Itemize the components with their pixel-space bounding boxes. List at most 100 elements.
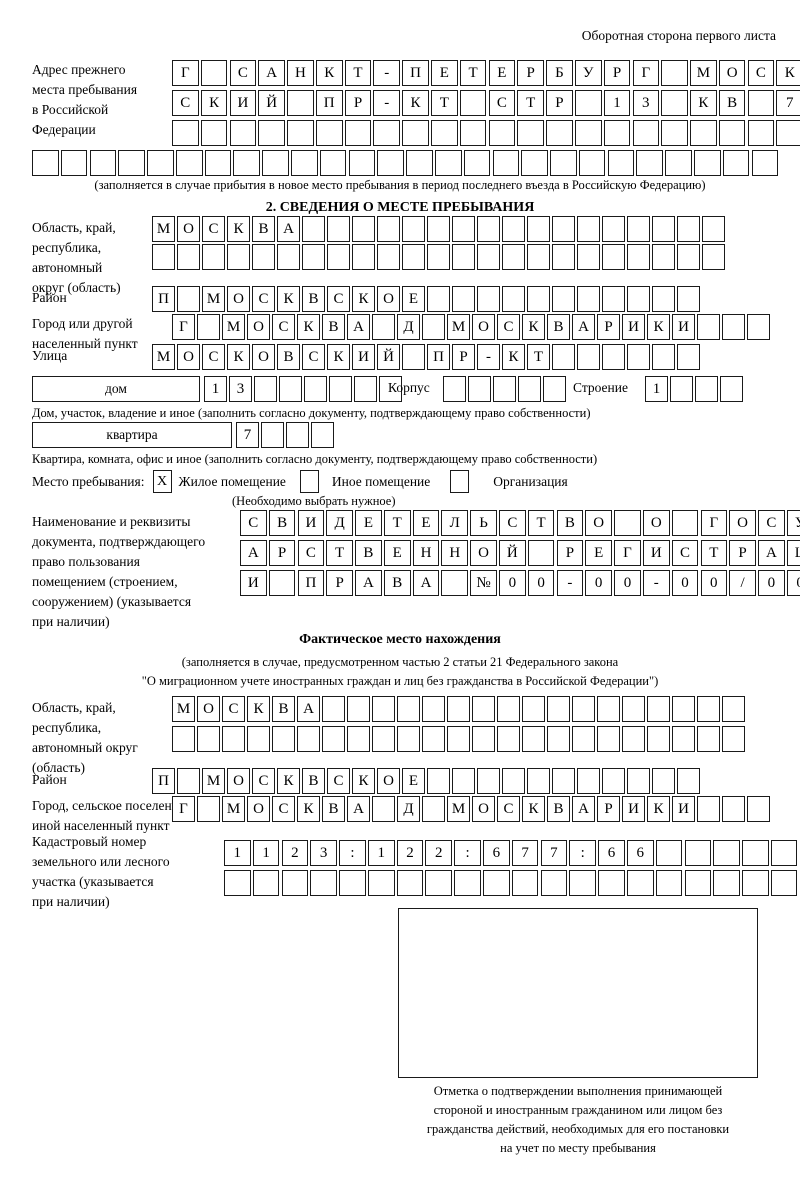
prev-address-row-4[interactable] bbox=[32, 150, 780, 176]
char-cell[interactable] bbox=[373, 120, 401, 146]
char-cell[interactable]: 1 bbox=[204, 376, 227, 402]
char-cell[interactable] bbox=[627, 244, 650, 270]
char-cell[interactable] bbox=[722, 696, 745, 722]
char-cell[interactable]: Т bbox=[517, 90, 544, 116]
char-cell[interactable] bbox=[291, 150, 318, 176]
char-cell[interactable] bbox=[602, 216, 625, 242]
char-cell[interactable]: 0 bbox=[671, 570, 699, 596]
char-cell[interactable]: 2 bbox=[425, 840, 453, 866]
char-cell[interactable]: В bbox=[547, 314, 570, 340]
char-cell[interactable]: Р bbox=[556, 540, 584, 566]
char-cell[interactable]: А bbox=[258, 60, 285, 86]
char-cell[interactable] bbox=[547, 696, 570, 722]
char-cell[interactable]: П bbox=[152, 768, 175, 794]
char-cell[interactable]: Г bbox=[700, 510, 728, 536]
char-cell[interactable] bbox=[247, 726, 270, 752]
char-cell[interactable]: П bbox=[427, 344, 450, 370]
char-cell[interactable] bbox=[227, 244, 250, 270]
char-cell[interactable]: С bbox=[747, 60, 775, 86]
char-cell[interactable] bbox=[546, 120, 573, 146]
char-cell[interactable]: М bbox=[222, 796, 245, 822]
char-cell[interactable] bbox=[722, 796, 745, 822]
char-cell[interactable] bbox=[627, 216, 650, 242]
char-cell[interactable] bbox=[527, 244, 550, 270]
char-cell[interactable] bbox=[377, 216, 400, 242]
char-cell[interactable]: 6 bbox=[483, 840, 510, 866]
char-cell[interactable]: 7 bbox=[236, 422, 259, 448]
char-cell[interactable] bbox=[597, 726, 620, 752]
char-cell[interactable] bbox=[702, 216, 725, 242]
char-cell[interactable]: 7 bbox=[540, 840, 568, 866]
char-cell[interactable]: В bbox=[302, 286, 325, 312]
char-cell[interactable]: Г bbox=[632, 60, 660, 86]
char-cell[interactable]: С bbox=[302, 344, 325, 370]
char-cell[interactable]: Й bbox=[499, 540, 526, 566]
char-cell[interactable]: Е bbox=[402, 768, 425, 794]
char-cell[interactable]: И bbox=[672, 314, 695, 340]
char-cell[interactable]: Е bbox=[585, 540, 612, 566]
char-cell[interactable] bbox=[197, 726, 220, 752]
char-cell[interactable]: 2 bbox=[281, 840, 309, 866]
char-cell[interactable]: В bbox=[355, 540, 382, 566]
char-cell[interactable] bbox=[577, 244, 600, 270]
char-cell[interactable] bbox=[622, 696, 645, 722]
char-cell[interactable]: О bbox=[585, 510, 612, 536]
char-cell[interactable] bbox=[452, 244, 475, 270]
char-cell[interactable]: И bbox=[622, 796, 645, 822]
char-cell[interactable]: Д bbox=[397, 314, 420, 340]
char-cell[interactable]: С bbox=[497, 796, 520, 822]
char-cell[interactable] bbox=[547, 726, 570, 752]
char-cell[interactable] bbox=[463, 150, 491, 176]
char-cell[interactable] bbox=[427, 768, 450, 794]
char-cell[interactable] bbox=[402, 216, 425, 242]
char-cell[interactable] bbox=[447, 726, 470, 752]
char-cell[interactable]: Т bbox=[383, 510, 411, 536]
char-cell[interactable]: Г bbox=[172, 60, 199, 86]
char-cell[interactable]: Г bbox=[172, 314, 195, 340]
char-cell[interactable] bbox=[497, 726, 520, 752]
char-cell[interactable] bbox=[722, 314, 745, 340]
char-cell[interactable]: О bbox=[247, 796, 270, 822]
char-cell[interactable] bbox=[720, 376, 743, 402]
char-cell[interactable] bbox=[459, 90, 487, 116]
char-cell[interactable] bbox=[492, 150, 520, 176]
stroenie-row[interactable]: 1 bbox=[645, 376, 745, 402]
char-cell[interactable] bbox=[647, 696, 670, 722]
char-cell[interactable] bbox=[402, 344, 425, 370]
char-cell[interactable]: Й bbox=[377, 344, 400, 370]
char-cell[interactable]: О bbox=[227, 286, 250, 312]
char-cell[interactable] bbox=[522, 726, 545, 752]
char-cell[interactable] bbox=[684, 870, 712, 896]
char-cell[interactable] bbox=[302, 244, 325, 270]
char-cell[interactable]: К bbox=[402, 90, 429, 116]
char-cell[interactable] bbox=[521, 150, 548, 176]
char-cell[interactable]: Г bbox=[614, 540, 641, 566]
char-cell[interactable]: 0 bbox=[614, 570, 641, 596]
char-cell[interactable] bbox=[147, 150, 174, 176]
char-cell[interactable] bbox=[622, 726, 645, 752]
char-cell[interactable]: 7 bbox=[511, 840, 539, 866]
char-cell[interactable]: 6 bbox=[626, 840, 654, 866]
char-cell[interactable] bbox=[577, 216, 600, 242]
char-cell[interactable]: В bbox=[718, 90, 746, 116]
char-cell[interactable]: Д bbox=[397, 796, 420, 822]
char-cell[interactable]: - bbox=[556, 570, 584, 596]
char-cell[interactable] bbox=[770, 840, 798, 866]
char-cell[interactable] bbox=[602, 768, 625, 794]
char-cell[interactable]: - bbox=[373, 90, 401, 116]
char-cell[interactable] bbox=[422, 314, 445, 340]
char-cell[interactable] bbox=[452, 286, 475, 312]
char-cell[interactable]: 2 bbox=[396, 840, 424, 866]
char-cell[interactable]: С bbox=[327, 286, 350, 312]
char-cell[interactable]: С bbox=[240, 510, 267, 536]
char-cell[interactable] bbox=[252, 244, 275, 270]
char-cell[interactable] bbox=[670, 376, 693, 402]
char-cell[interactable] bbox=[118, 150, 145, 176]
char-cell[interactable] bbox=[204, 150, 232, 176]
